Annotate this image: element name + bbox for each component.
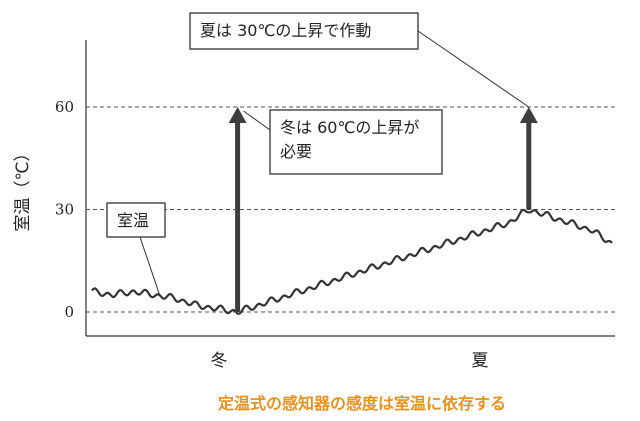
annotation-text: 夏は 30℃の上昇で作動 xyxy=(200,21,371,40)
annotation-text: 必要 xyxy=(280,142,312,161)
annotation-leader xyxy=(243,110,271,131)
y-tick-label: 0 xyxy=(64,303,74,321)
x-tick-label: 冬 xyxy=(211,351,228,371)
annotation-text: 冬は 60℃の上昇が xyxy=(280,118,419,137)
y-tick-label: 60 xyxy=(55,98,74,116)
series-layer xyxy=(91,208,613,315)
caption: 定温式の感知器の感度は室温に依存する xyxy=(217,394,506,413)
y-tick-label: 30 xyxy=(55,201,74,219)
series-line xyxy=(91,208,613,315)
x-tick-labels: 冬夏 xyxy=(211,351,489,371)
annotation-leader xyxy=(139,236,161,296)
x-tick-label: 夏 xyxy=(472,351,489,371)
annotation-box xyxy=(189,12,419,50)
arrow-head xyxy=(228,107,247,123)
annotation-text: 室温 xyxy=(117,211,149,230)
annotation-box xyxy=(269,109,443,175)
annotation-box xyxy=(106,202,166,238)
arrow-head xyxy=(519,107,538,123)
arrows-layer xyxy=(228,107,538,312)
y-tick-labels: 0 30 60 xyxy=(55,98,74,321)
annotation-leader xyxy=(417,30,530,108)
y-axis-label: 室温（℃） xyxy=(13,144,33,231)
